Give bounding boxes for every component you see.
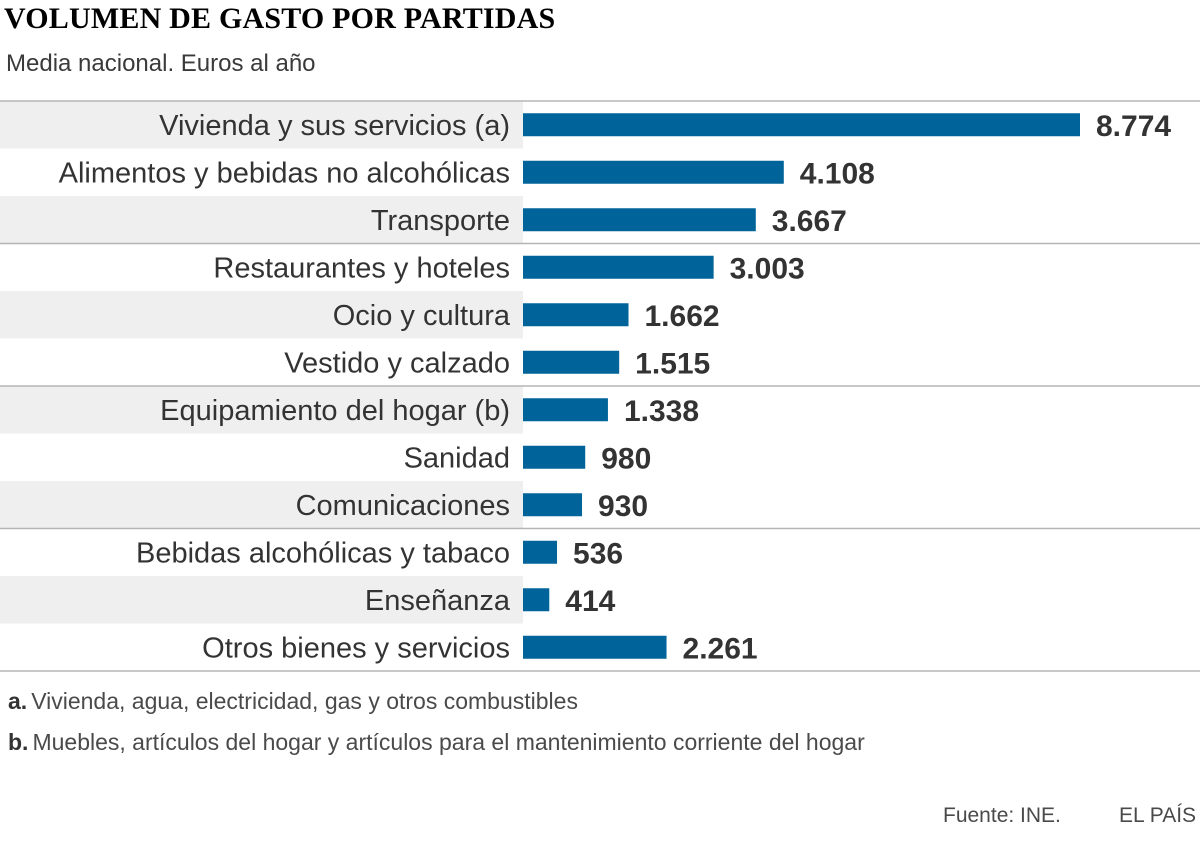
value-labels: 8.774 4.108 3.667 3.003 1.662 1.515 1.338 980 93… [565,110,1171,666]
publisher-brand: EL PAÍS [1119,804,1197,827]
value-label: 930 [598,490,648,523]
bar-5 [523,350,620,374]
group-dividers [0,100,1200,672]
bar-3 [523,255,714,279]
category-label: Vestido y calzado [284,347,510,379]
value-label: 2.261 [683,632,758,665]
bar-11 [523,635,667,659]
category-label: Equipamiento del hogar (b) [160,395,510,427]
value-label: 1.515 [635,347,710,380]
value-label: 8.774 [1096,110,1171,143]
row-stripe [0,386,523,434]
source-note: Fuente: INE. [943,804,1061,827]
footnote-b-key: b. [8,729,29,755]
bar-9 [523,540,558,564]
row-stripe [0,576,523,624]
value-label: 4.108 [800,157,875,190]
row-stripe [0,291,523,339]
category-label: Transporte [371,205,510,237]
row-stripe [0,481,523,529]
bar-2 [523,208,756,232]
category-label: Otros bienes y servicios [202,632,510,664]
bar-0 [523,113,1080,137]
row-stripe [0,196,523,244]
category-label: Alimentos y bebidas no alcohólicas [59,157,510,189]
category-label: Enseñanza [365,585,511,617]
footnote-a-text: Vivienda, agua, electricidad, gas y otro… [31,688,578,714]
row-stripe [0,101,523,149]
value-label: 3.667 [772,205,847,238]
category-label: Sanidad [404,442,510,474]
bars [523,113,1080,659]
category-label: Restaurantes y hoteles [213,252,510,284]
value-label: 414 [565,585,615,618]
value-label: 536 [573,537,623,570]
chart-subtitle: Media nacional. Euros al año [6,50,316,77]
category-label: Comunicaciones [296,490,510,522]
category-label: Vivienda y sus servicios (a) [159,110,510,142]
value-label: 1.662 [645,300,720,333]
value-label: 1.338 [624,395,699,428]
bar-4 [523,303,629,327]
bar-6 [523,398,608,422]
row-stripes [0,101,523,624]
footnote-b-text: Muebles, artículos del hogar y artículos… [32,729,865,755]
bar-chart: Vivienda y sus servicios (a) Alimentos y … [0,100,1200,672]
category-labels: Vivienda y sus servicios (a) Alimentos y … [59,110,511,665]
footnote-a-key: a. [8,688,28,714]
bar-1 [523,160,784,184]
bar-10 [523,588,550,612]
bar-8 [523,493,583,517]
footnote-a: a. Vivienda, agua, electricidad, gas y ot… [8,688,578,715]
category-label: Bebidas alcohólicas y tabaco [136,537,510,569]
value-label: 3.003 [730,252,805,285]
value-label: 980 [601,442,651,475]
category-label: Ocio y cultura [333,300,511,332]
bar-7 [523,445,586,469]
chart-title: VOLUMEN DE GASTO POR PARTIDAS [4,2,556,35]
footnote-b: b. Muebles, artículos del hogar y artícul… [8,729,865,756]
